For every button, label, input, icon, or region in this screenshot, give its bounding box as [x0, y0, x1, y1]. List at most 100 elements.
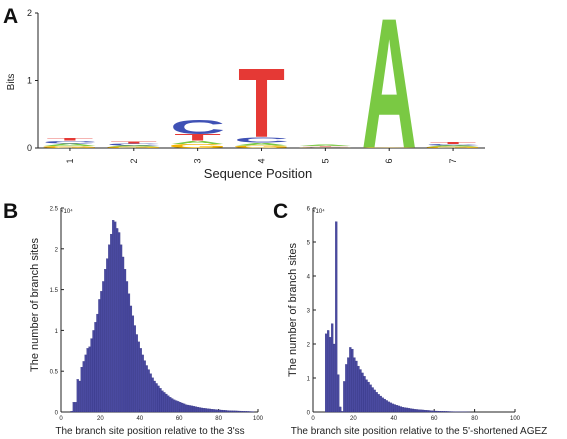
hist-b-bar	[114, 221, 117, 413]
hist-b-bar	[129, 305, 133, 413]
hist-b-bar	[228, 410, 231, 413]
logo-letter: G	[296, 147, 356, 148]
hist-c-bar	[446, 411, 449, 413]
hist-b-bar	[133, 325, 136, 413]
hist-c-bar	[383, 398, 386, 413]
hist-b-bar	[161, 390, 164, 413]
hist-b-bar	[242, 411, 245, 413]
hist-c-bar	[331, 323, 334, 413]
hist-b-bar	[118, 232, 121, 413]
hist-c-bar	[423, 410, 427, 413]
hist-c-x-tick-label: 80	[471, 416, 478, 422]
hist-b-bar	[145, 365, 148, 413]
hist-b-bar	[96, 313, 99, 413]
hist-b-bar	[220, 409, 223, 413]
hist-c-bar	[373, 389, 376, 413]
hist-b-bar	[141, 354, 144, 413]
hist-b-bar	[200, 407, 203, 413]
hist-c-bar	[425, 410, 429, 413]
hist-c-bar	[434, 410, 437, 413]
logo-letter: T	[302, 146, 349, 147]
logo-letter: G	[359, 147, 419, 148]
hist-c-bar	[393, 404, 396, 413]
hist-b-x-axis-label: The branch site position relative to the…	[55, 426, 244, 437]
logo-y-tick-label: 1	[27, 76, 32, 86]
logo-letter: T	[430, 141, 477, 144]
logo-letter: A	[170, 140, 225, 145]
hist-c-bar	[343, 381, 346, 413]
hist-c-y-tick-label: 2	[307, 343, 311, 349]
panel-a-letter: A	[3, 5, 18, 28]
hist-c-bar	[438, 410, 441, 413]
logo-x-tick-label: 1	[65, 158, 75, 163]
hist-b-bar	[212, 409, 215, 413]
hist-c-bar	[337, 374, 340, 413]
hist-c-bar	[381, 397, 384, 413]
hist-b-bar	[177, 401, 180, 413]
hist-b-y-axis-label: The number of branch sites	[29, 238, 41, 372]
hist-b-x-tick-label: 100	[253, 416, 264, 422]
logo-y-axis-label: Bits	[6, 74, 17, 91]
hist-b-y-tick-label: 2.5	[50, 207, 59, 213]
hist-b-x-tick-label: 20	[97, 416, 104, 422]
logo-letter: G	[168, 143, 228, 149]
hist-b-bar	[94, 322, 97, 413]
hist-b-x-tick-label: 0	[59, 416, 63, 422]
hist-c-bar	[397, 405, 400, 413]
hist-c-x-tick-label: 100	[510, 416, 521, 422]
hist-c-bar	[407, 408, 411, 413]
hist-b-bar	[110, 233, 113, 413]
hist-b-bar	[230, 410, 233, 413]
hist-b-bar	[206, 408, 209, 413]
hist-c-bar	[399, 406, 403, 413]
hist-c-bar	[419, 409, 423, 413]
hist-b-bar	[244, 411, 247, 413]
logo-x-tick-label: 3	[193, 158, 203, 163]
hist-b-y-tick-label: 2	[55, 247, 59, 253]
hist-c-bar	[347, 357, 350, 413]
hist-b-bar	[127, 293, 131, 413]
panel-b-letter: B	[3, 200, 18, 223]
hist-b-bar	[121, 256, 125, 413]
hist-b-bar	[147, 369, 150, 413]
hist-c-bar	[371, 387, 374, 413]
logo-letter: A	[42, 143, 97, 147]
hist-c-bar	[395, 405, 398, 413]
hist-c-bar	[327, 330, 330, 413]
hist-c-bar	[329, 337, 332, 413]
hist-b-bar	[175, 400, 178, 413]
hist-b-bar	[218, 409, 221, 413]
hist-b-bar	[210, 409, 213, 413]
hist-c-bar	[403, 407, 407, 413]
hist-b-exponent: ×10⁴	[60, 208, 73, 215]
hist-c-bar	[391, 403, 394, 413]
hist-b-y-tick-label: 0	[55, 411, 59, 417]
hist-c-x-tick-label: 40	[390, 416, 397, 422]
hist-c-bar	[324, 333, 328, 413]
hist-c-bar	[365, 379, 368, 413]
hist-c-bar	[448, 411, 451, 413]
hist-b-bar	[131, 315, 135, 413]
hist-c-bar	[413, 409, 417, 413]
hist-c-bar	[379, 395, 382, 413]
logo-letter: A	[234, 142, 289, 146]
hist-b-bar	[196, 406, 200, 413]
panel-c-letter: C	[273, 200, 288, 223]
logo-letter: A	[362, 0, 417, 188]
hist-b-bar	[240, 410, 243, 413]
hist-b-bar	[232, 410, 235, 413]
logo-letter: G	[104, 146, 164, 148]
hist-b-bar	[190, 405, 194, 413]
hist-b-bar	[192, 406, 196, 413]
hist-b-bar	[157, 385, 160, 413]
logo-y-tick-label: 0	[27, 143, 32, 153]
logo-letter: C	[42, 140, 97, 144]
hist-b-bar	[165, 393, 168, 413]
hist-c-bar	[377, 394, 380, 413]
hist-b-bar	[78, 380, 81, 413]
hist-b-bar	[204, 408, 207, 413]
hist-c-bar	[359, 369, 362, 413]
histogram-b-panel: ×10⁴ 0 0.5 1 1.5 2 2.5 0 20 40 60 80 100 The numbe…	[29, 207, 264, 438]
